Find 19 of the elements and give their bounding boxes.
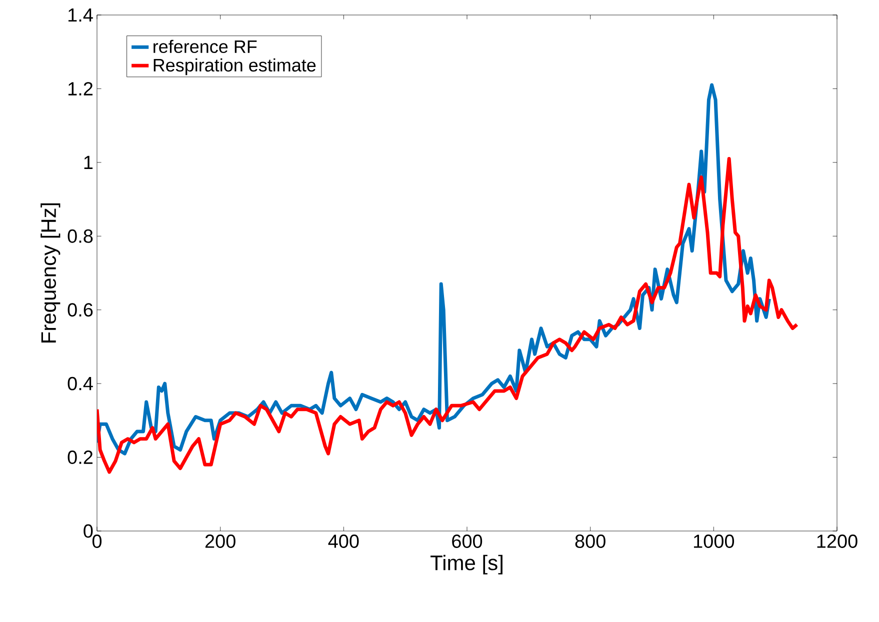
x-tick-label: 400 — [328, 534, 359, 548]
y-tick-label: 1 — [84, 156, 93, 169]
legend-label: reference RF — [154, 40, 257, 54]
y-tick-label: 0 — [84, 524, 93, 538]
x-axis-title: Time [s] — [430, 554, 502, 574]
y-tick-label: 0.6 — [68, 303, 93, 317]
y-tick-label: 0.8 — [68, 229, 93, 243]
x-tick-label: 1200 — [817, 534, 858, 548]
x-tick-label: 1000 — [694, 534, 734, 548]
y-tick-label: 1.4 — [68, 8, 93, 22]
y-tick-label: 0.4 — [68, 376, 93, 390]
legend-label: Respiration estimate — [154, 58, 316, 76]
x-tick-label: 200 — [205, 534, 236, 548]
x-tick-label: 0 — [92, 534, 102, 548]
y-tick-label: 1.2 — [68, 82, 93, 96]
y-tick-label: 0.2 — [68, 450, 93, 464]
y-axis-title: Frequency [Hz] — [40, 203, 60, 342]
x-tick-label: 800 — [575, 534, 606, 548]
x-tick-label: 600 — [452, 534, 482, 548]
